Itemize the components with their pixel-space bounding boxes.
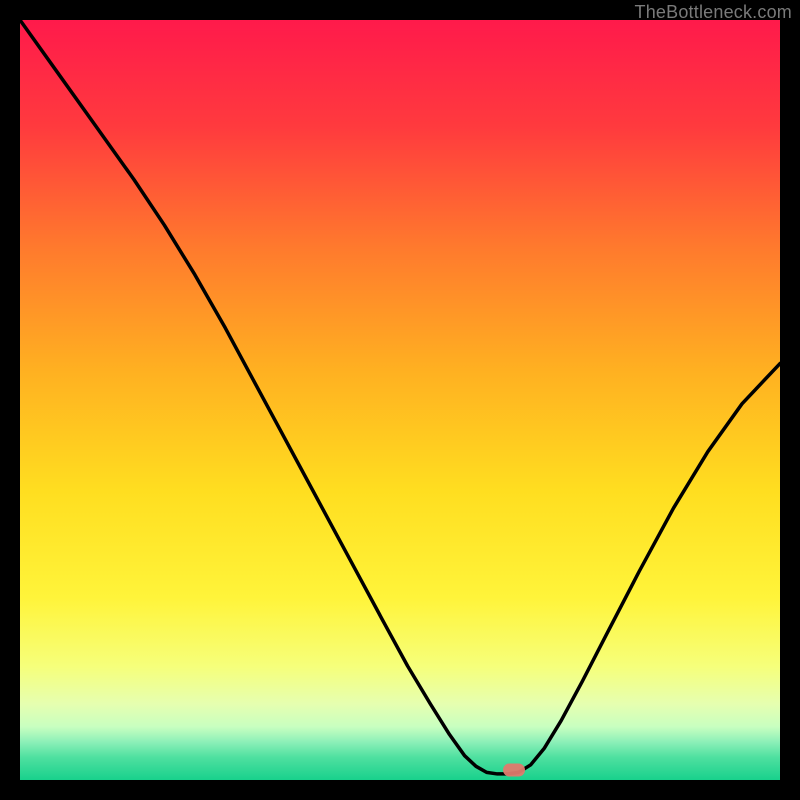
watermark-text: TheBottleneck.com (635, 2, 792, 23)
chart-frame: TheBottleneck.com (0, 0, 800, 800)
optimum-marker (503, 764, 525, 777)
plot-area (20, 20, 780, 780)
bottleneck-curve (20, 20, 780, 780)
